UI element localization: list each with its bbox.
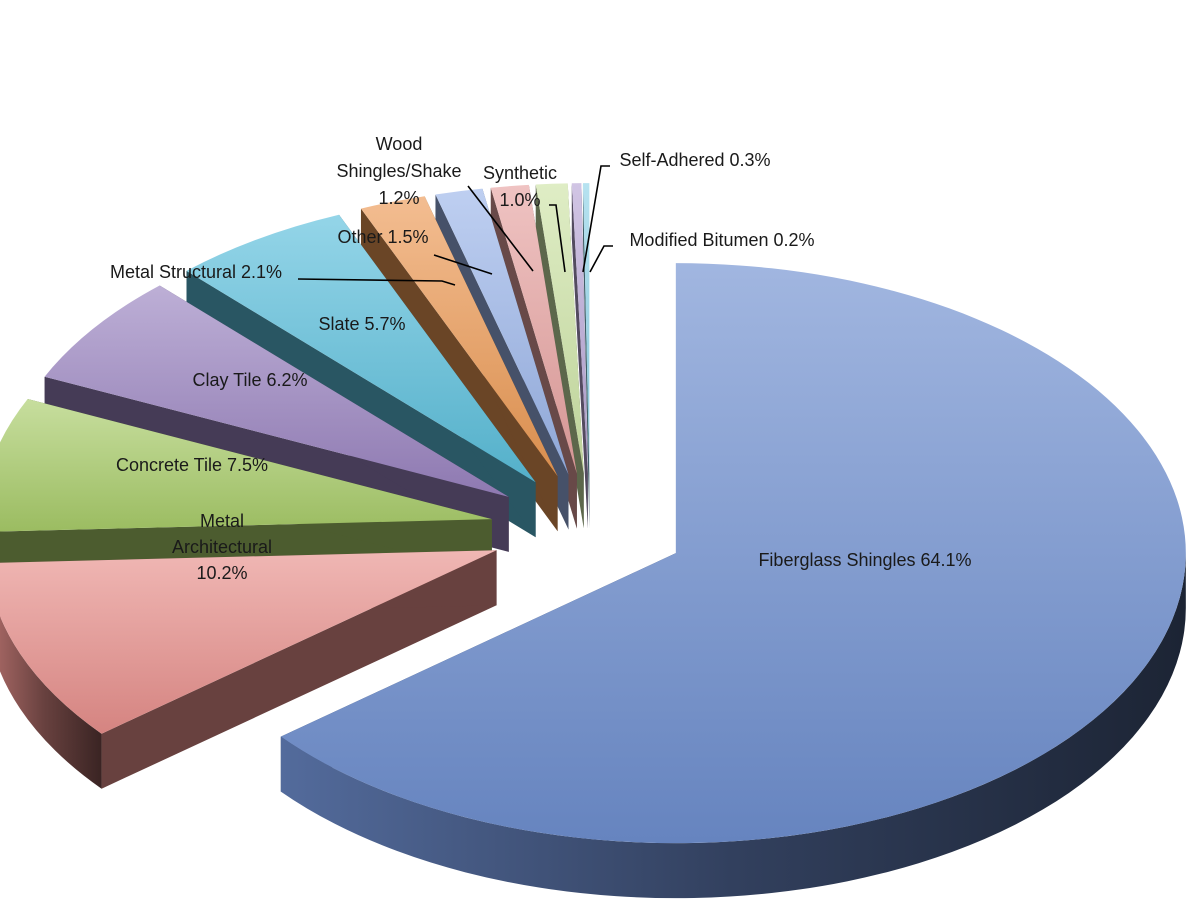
slice-metal-architectural — [0, 550, 497, 734]
leader-line-modified-bitumen — [589, 245, 613, 273]
slice-modified-bitumen — [582, 183, 590, 474]
slice-label-clay-tile-line: Clay Tile 6.2% — [192, 370, 307, 390]
slice-self-adhered-wall-0 — [571, 183, 588, 529]
slice-slate — [186, 214, 536, 483]
slice-top-layer — [0, 183, 1186, 844]
slice-synthetic — [535, 183, 584, 474]
slice-label-modified-bitumen-line: Modified Bitumen 0.2% — [629, 230, 814, 250]
slice-label-slate: Slate 5.7% — [318, 314, 405, 334]
slice-label-synthetic-line: Synthetic — [483, 163, 557, 183]
slice-label-metal-structural-line: Metal Structural 2.1% — [110, 262, 282, 282]
leader-line-synthetic — [549, 204, 566, 273]
leader-line-metal-structural — [297, 278, 456, 286]
slice-label-clay-tile: Clay Tile 6.2% — [192, 370, 307, 390]
slice-label-self-adhered: Self-Adhered 0.3% — [619, 150, 770, 170]
slice-label-metal-architectural: Metal Architectural 10.2% — [172, 511, 272, 583]
slice-wood-shingles-shake — [490, 184, 577, 474]
slice-label-concrete-tile-line: Concrete Tile 7.5% — [116, 455, 268, 475]
slice-label-wood-shingles-shake-line: Wood — [376, 134, 423, 154]
slice-metal-architectural-rim-0 — [0, 616, 102, 789]
slice-label-self-adhered-line: Self-Adhered 0.3% — [619, 150, 770, 170]
slice-label-fiberglass-shingles: Fiberglass Shingles 64.1% — [758, 550, 971, 570]
slice-metal-architectural-wall-0 — [101, 550, 497, 789]
leader-line-wood-shingles-shake — [467, 185, 534, 272]
slice-label-synthetic: Synthetic 1.0% — [483, 163, 557, 210]
slice-label-modified-bitumen: Modified Bitumen 0.2% — [629, 230, 814, 250]
slice-label-synthetic-line: 1.0% — [499, 190, 540, 210]
slice-label-wood-shingles-shake-line: Shingles/Shake — [336, 161, 461, 181]
slice-modified-bitumen-wall-0 — [582, 183, 590, 529]
slice-fiberglass-shingles — [280, 263, 1186, 844]
slice-label-metal-architectural-line: Metal — [200, 511, 244, 531]
slice-metal-structural — [360, 196, 558, 477]
slice-other — [435, 188, 569, 475]
slice-label-concrete-tile: Concrete Tile 7.5% — [116, 455, 268, 475]
slice-fiberglass-shingles-rim-0 — [280, 553, 1186, 899]
slice-label-other: Other 1.5% — [337, 227, 428, 247]
slice-label-other-line: Other 1.5% — [337, 227, 428, 247]
slice-label-fiberglass-shingles-line: Fiberglass Shingles 64.1% — [758, 550, 971, 570]
leader-line-self-adhered — [582, 165, 610, 273]
slice-label-wood-shingles-shake-line: 1.2% — [378, 188, 419, 208]
slice-synthetic-wall-0 — [535, 184, 584, 529]
slice-label-wood-shingles-shake: Wood Shingles/Shake 1.2% — [336, 134, 461, 208]
slice-self-adhered — [571, 183, 588, 474]
leader-line-other — [433, 254, 493, 275]
slice-label-metal-architectural-line: Architectural — [172, 537, 272, 557]
slice-concrete-tile — [0, 399, 492, 532]
slice-clay-tile — [44, 285, 509, 497]
slice-label-metal-architectural-line: 10.2% — [196, 563, 247, 583]
slice-label-metal-structural: Metal Structural 2.1% — [110, 262, 282, 282]
slice-labels: Fiberglass Shingles 64.1% Metal Architectu… — [110, 134, 972, 583]
slice-label-slate-line: Slate 5.7% — [318, 314, 405, 334]
leader-lines — [297, 165, 613, 286]
